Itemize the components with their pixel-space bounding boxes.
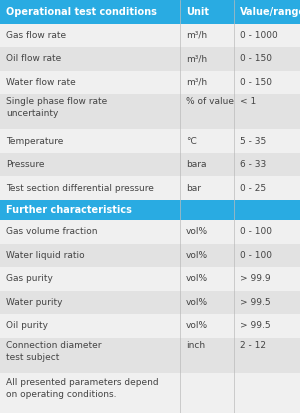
- FancyBboxPatch shape: [0, 94, 300, 129]
- FancyBboxPatch shape: [0, 24, 300, 47]
- Text: vol%: vol%: [186, 251, 208, 260]
- Text: Gas flow rate: Gas flow rate: [6, 31, 66, 40]
- Text: vol%: vol%: [186, 298, 208, 307]
- Text: 0 - 25: 0 - 25: [240, 184, 266, 193]
- FancyBboxPatch shape: [0, 47, 300, 71]
- Text: m³/h: m³/h: [186, 55, 207, 63]
- Text: 0 - 100: 0 - 100: [240, 251, 272, 260]
- Text: 0 - 1000: 0 - 1000: [240, 31, 278, 40]
- Text: Oil flow rate: Oil flow rate: [6, 55, 61, 63]
- Text: < 1: < 1: [240, 97, 256, 107]
- Text: m³/h: m³/h: [186, 78, 207, 87]
- Text: Value/range: Value/range: [240, 7, 300, 17]
- FancyBboxPatch shape: [0, 129, 300, 153]
- FancyBboxPatch shape: [0, 338, 300, 373]
- Text: bar: bar: [186, 184, 201, 193]
- Text: inch: inch: [186, 341, 205, 350]
- FancyBboxPatch shape: [0, 220, 300, 244]
- Text: 2 - 12: 2 - 12: [240, 341, 266, 350]
- FancyBboxPatch shape: [0, 0, 300, 24]
- Text: Single phase flow rate
uncertainty: Single phase flow rate uncertainty: [6, 97, 107, 118]
- Text: Further characteristics: Further characteristics: [6, 205, 132, 215]
- Text: °C: °C: [186, 137, 197, 146]
- Text: Temperature: Temperature: [6, 137, 63, 146]
- FancyBboxPatch shape: [0, 153, 300, 176]
- Text: Water purity: Water purity: [6, 298, 62, 307]
- Text: 0 - 150: 0 - 150: [240, 55, 272, 63]
- Text: Water flow rate: Water flow rate: [6, 78, 76, 87]
- FancyBboxPatch shape: [0, 176, 300, 200]
- Text: Connection diameter
test subject: Connection diameter test subject: [6, 341, 101, 362]
- FancyBboxPatch shape: [0, 200, 300, 220]
- Text: bara: bara: [186, 160, 206, 169]
- Text: vol%: vol%: [186, 321, 208, 330]
- Text: Operational test conditions: Operational test conditions: [6, 7, 157, 17]
- Text: vol%: vol%: [186, 274, 208, 283]
- FancyBboxPatch shape: [0, 244, 300, 267]
- Text: Water liquid ratio: Water liquid ratio: [6, 251, 85, 260]
- Text: 0 - 150: 0 - 150: [240, 78, 272, 87]
- FancyBboxPatch shape: [0, 291, 300, 314]
- Text: > 99.5: > 99.5: [240, 298, 271, 307]
- Text: Unit: Unit: [186, 7, 209, 17]
- FancyBboxPatch shape: [0, 373, 300, 413]
- Text: All presented parameters depend
on operating conditions.: All presented parameters depend on opera…: [6, 378, 159, 399]
- Text: Oil purity: Oil purity: [6, 321, 48, 330]
- FancyBboxPatch shape: [0, 314, 300, 338]
- Text: vol%: vol%: [186, 227, 208, 236]
- Text: 5 - 35: 5 - 35: [240, 137, 266, 146]
- Text: > 99.9: > 99.9: [240, 274, 271, 283]
- Text: Gas purity: Gas purity: [6, 274, 53, 283]
- Text: 6 - 33: 6 - 33: [240, 160, 266, 169]
- Text: m³/h: m³/h: [186, 31, 207, 40]
- Text: Test section differential pressure: Test section differential pressure: [6, 184, 154, 193]
- Text: > 99.5: > 99.5: [240, 321, 271, 330]
- Text: Pressure: Pressure: [6, 160, 44, 169]
- Text: Gas volume fraction: Gas volume fraction: [6, 227, 98, 236]
- FancyBboxPatch shape: [0, 267, 300, 291]
- Text: % of value: % of value: [186, 97, 234, 107]
- FancyBboxPatch shape: [0, 71, 300, 94]
- Text: 0 - 100: 0 - 100: [240, 227, 272, 236]
